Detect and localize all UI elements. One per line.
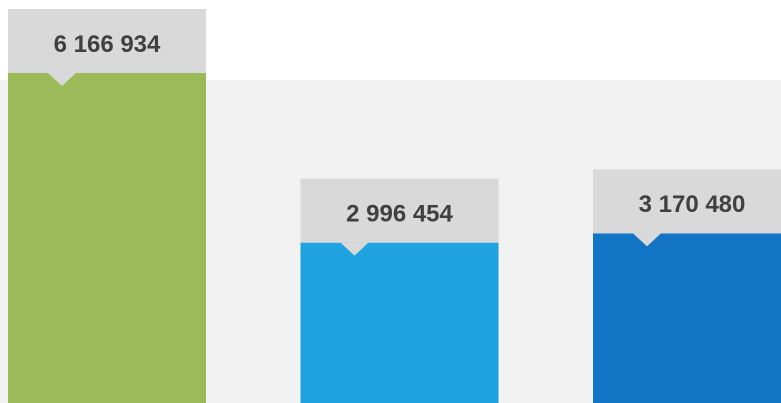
value-label-pointer: [48, 73, 76, 86]
value-label: 3 170 480: [639, 191, 746, 218]
bar: [300, 242, 499, 403]
value-label-box: [593, 169, 781, 234]
bar: [593, 233, 781, 403]
value-label: 6 166 934: [54, 31, 161, 58]
value-label-pointer: [340, 242, 369, 256]
value-label: 2 996 454: [346, 200, 453, 227]
value-label-pointer: [633, 233, 661, 247]
bar: [8, 73, 206, 403]
value-label-box: [300, 178, 499, 243]
value-label-box: [8, 9, 206, 73]
